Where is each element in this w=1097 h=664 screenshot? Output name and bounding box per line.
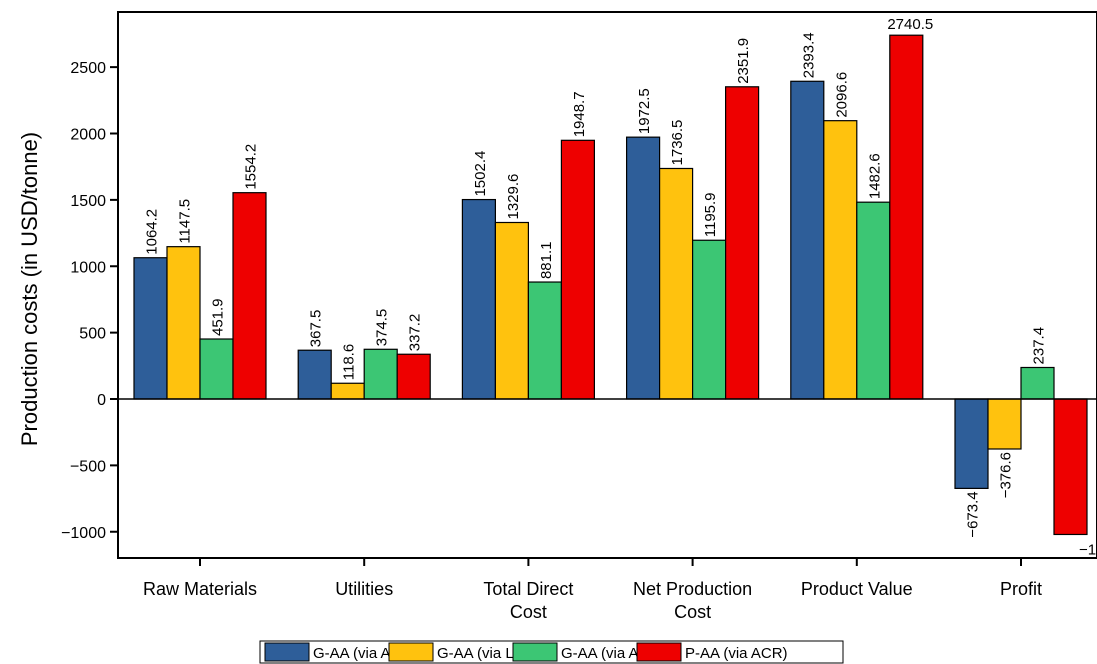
bar [166, 246, 201, 400]
bar [330, 382, 365, 400]
bar [1053, 398, 1088, 536]
bar [823, 120, 858, 400]
bar [527, 281, 563, 400]
legend: G-AA (via ALY) G-AA (via LAC) G-AA (via AC… [259, 640, 844, 664]
bar [856, 201, 891, 400]
y-tick-label: 1500 [70, 193, 106, 210]
bar-value-label: 1554.2 [243, 144, 260, 190]
x-tick-label: Utilities [335, 579, 393, 599]
x-tick-label: Net Production [633, 579, 752, 599]
y-axis: −1000 −500 0 500 1000 1500 2000 2500 [61, 60, 118, 542]
bar [987, 398, 1022, 450]
legend-swatch [512, 642, 558, 662]
bar-value-label: 118.6 [341, 344, 358, 380]
x-tick-label: Total Direct [483, 579, 573, 599]
y-tick-label: 2500 [70, 60, 106, 77]
bar [790, 80, 825, 400]
legend-swatch [636, 642, 682, 662]
bar [889, 34, 924, 400]
bar-value-label: 1948.7 [571, 91, 588, 137]
bar-value-label: 1502.4 [472, 151, 489, 197]
bar [1020, 366, 1055, 400]
y-tick-label: −500 [70, 458, 106, 475]
x-tick-label: Product Value [801, 579, 913, 599]
bar-value-label: 1195.9 [702, 192, 719, 237]
x-axis: Raw Materials Utilities Total Direct Cost Ne… [143, 558, 1042, 622]
bar [199, 338, 234, 400]
x-tick-label: Cost [510, 602, 547, 622]
bar-value-label: 1482.6 [866, 153, 883, 199]
y-tick-label: 0 [97, 392, 106, 409]
bar-value-label: 1736.5 [669, 120, 686, 166]
bar-value-label: 1147.5 [177, 199, 194, 244]
plot-frame [117, 11, 1097, 559]
bar [625, 136, 661, 400]
value-labels-layer: 1064.2 1147.5 451.9 1554.2 367.5 118.6 374.5 33… [144, 16, 1097, 558]
bar-value-label: 2740.5 [887, 16, 933, 33]
legend-label: P-AA (via ACR) [685, 645, 788, 662]
bar-value-label: −1020.5 [1079, 541, 1097, 558]
bar [691, 239, 727, 400]
bars-layer [133, 34, 1088, 536]
x-tick-label: Raw Materials [143, 579, 257, 599]
bar-value-label: 2096.6 [833, 72, 850, 118]
bar-value-label: 337.2 [407, 314, 424, 352]
bar-value-label: 1064.2 [144, 209, 161, 255]
bar-value-label: 451.9 [210, 298, 227, 336]
bar-value-label: 237.4 [1031, 327, 1048, 365]
y-tick-label: 500 [79, 326, 106, 343]
bar-value-label: 367.5 [308, 310, 325, 348]
bar-value-label: 374.5 [374, 309, 391, 347]
y-axis-label: Production costs (in USD/tonne) [17, 132, 42, 446]
bar [724, 86, 760, 400]
legend-swatch [264, 642, 310, 662]
x-tick-label: Profit [1000, 579, 1042, 599]
bar-value-label: 2393.4 [800, 32, 817, 78]
bar [396, 353, 431, 400]
y-tick-label: 1000 [70, 259, 106, 276]
y-tick-label: 2000 [70, 127, 106, 144]
bar [363, 348, 398, 400]
bar-value-label: −673.4 [965, 491, 982, 537]
bar [133, 257, 168, 400]
bar-value-label: 2351.9 [735, 38, 752, 84]
legend-swatch [388, 642, 434, 662]
bar-value-label: 881.1 [538, 241, 555, 279]
bar [560, 139, 596, 400]
bar [461, 198, 496, 400]
bar [954, 398, 989, 489]
y-tick-label: −1000 [61, 525, 106, 542]
x-tick-label: Cost [674, 602, 711, 622]
bar-value-label: 1329.6 [505, 174, 522, 220]
legend-label: G-AA (via ALY) [313, 645, 413, 662]
bar [494, 221, 529, 400]
bar [232, 192, 267, 400]
bar [658, 167, 694, 400]
bar-value-label: 1972.5 [636, 88, 653, 134]
bar [297, 349, 332, 400]
bar-value-label: −376.6 [998, 452, 1015, 498]
